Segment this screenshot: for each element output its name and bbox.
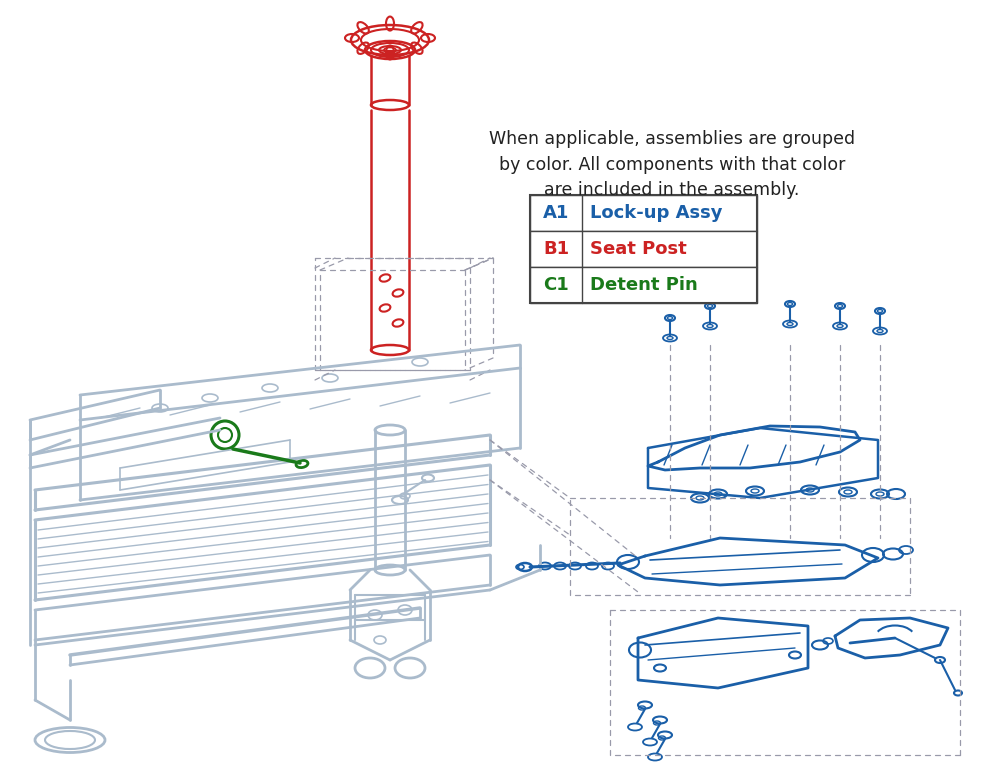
Bar: [530, 231, 757, 267]
Text: Lock-up Assy: Lock-up Assy: [590, 204, 722, 222]
Text: B1: B1: [543, 240, 569, 258]
Text: C1: C1: [543, 276, 569, 294]
Text: Detent Pin: Detent Pin: [590, 276, 698, 294]
Text: A1: A1: [543, 204, 569, 222]
Text: When applicable, assemblies are grouped
by color. All components with that color: When applicable, assemblies are grouped …: [489, 130, 855, 199]
Text: Seat Post: Seat Post: [590, 240, 687, 258]
Bar: [530, 195, 757, 303]
Bar: [530, 195, 757, 231]
Bar: [530, 267, 757, 303]
